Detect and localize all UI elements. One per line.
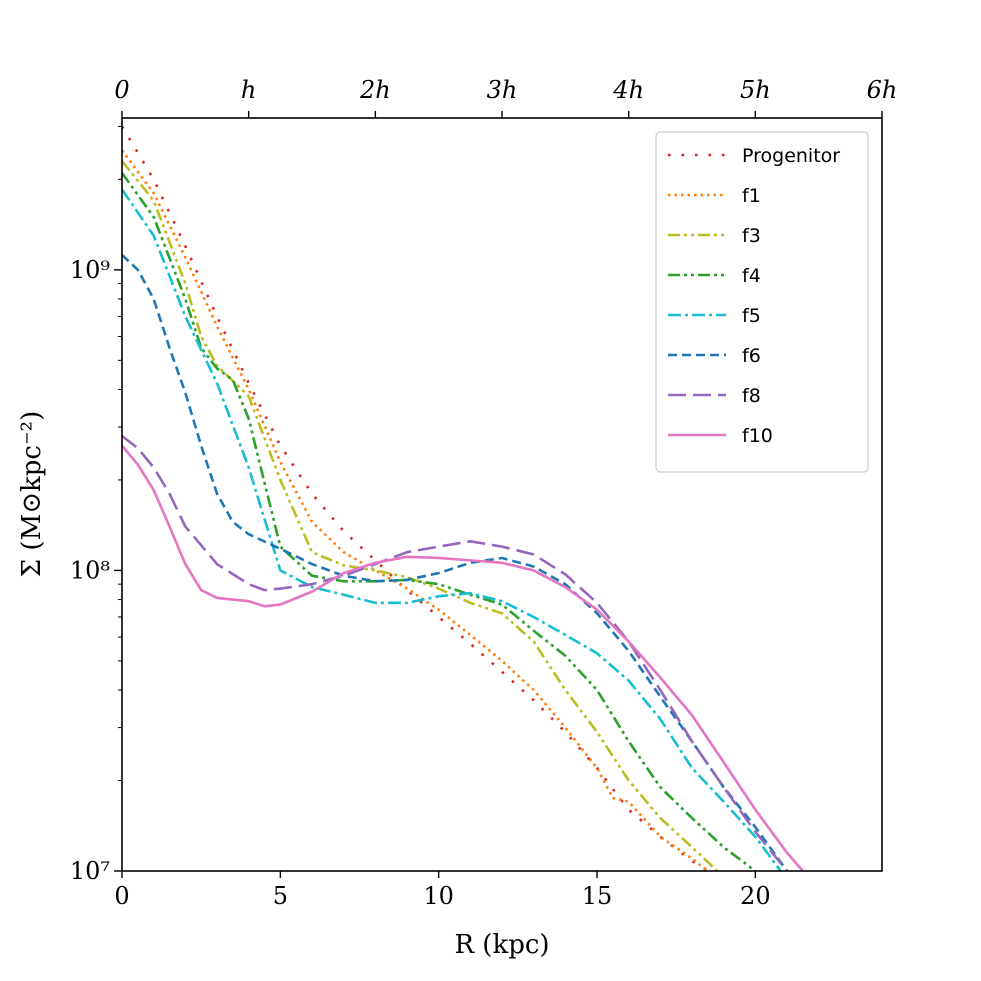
y-axis-label: Σ (M⊙kpc⁻²) xyxy=(17,411,47,577)
legend-box xyxy=(655,131,869,473)
legend: Progenitor f1 f3 f4 f5 f6 f8 f10 xyxy=(655,131,869,473)
series-line-f6 xyxy=(122,254,789,871)
top-tick-label: 3h xyxy=(487,76,518,104)
x-axis-label: R (kpc) xyxy=(454,930,549,960)
series-line-f3 xyxy=(122,160,719,871)
x-tick-label: 20 xyxy=(740,882,771,910)
legend-label: f3 xyxy=(742,225,761,247)
top-tick-label: 0 xyxy=(114,76,129,104)
x-tick-label: 10 xyxy=(423,882,454,910)
legend-label: f5 xyxy=(742,305,761,327)
y-tick-label: 10⁹ xyxy=(70,256,111,284)
top-tick-label: 4h xyxy=(612,76,644,104)
legend-label: f10 xyxy=(742,425,773,447)
legend-label: Progenitor xyxy=(742,145,840,167)
series-line-f8 xyxy=(122,434,789,871)
series-line-f5 xyxy=(122,188,782,871)
legend-label: f1 xyxy=(742,185,761,207)
series-line-f1 xyxy=(122,149,709,871)
series-line-f10 xyxy=(122,444,804,871)
y-tick-label: 10⁸ xyxy=(70,556,110,584)
top-tick-label: 5h xyxy=(740,76,771,104)
y-tick-label: 10⁷ xyxy=(70,857,110,885)
y-axis-left: 10⁷ 10⁸ 10⁹ xyxy=(70,125,122,885)
x-tick-label: 5 xyxy=(273,882,288,910)
legend-label: f4 xyxy=(742,265,761,287)
x-axis-top: 0 h 2h 3h 4h 5h 6h xyxy=(114,76,897,118)
top-tick-label: 2h xyxy=(359,76,391,104)
x-tick-label: 0 xyxy=(114,882,129,910)
top-tick-label: h xyxy=(241,76,256,104)
series-line-progenitor xyxy=(122,125,709,871)
x-tick-label: 15 xyxy=(582,882,613,910)
top-tick-label: 6h xyxy=(867,76,898,104)
series-layer xyxy=(122,125,804,871)
x-axis-bottom: 0 5 10 15 20 xyxy=(114,871,771,910)
legend-label: f6 xyxy=(742,345,761,367)
legend-label: f8 xyxy=(742,385,761,407)
